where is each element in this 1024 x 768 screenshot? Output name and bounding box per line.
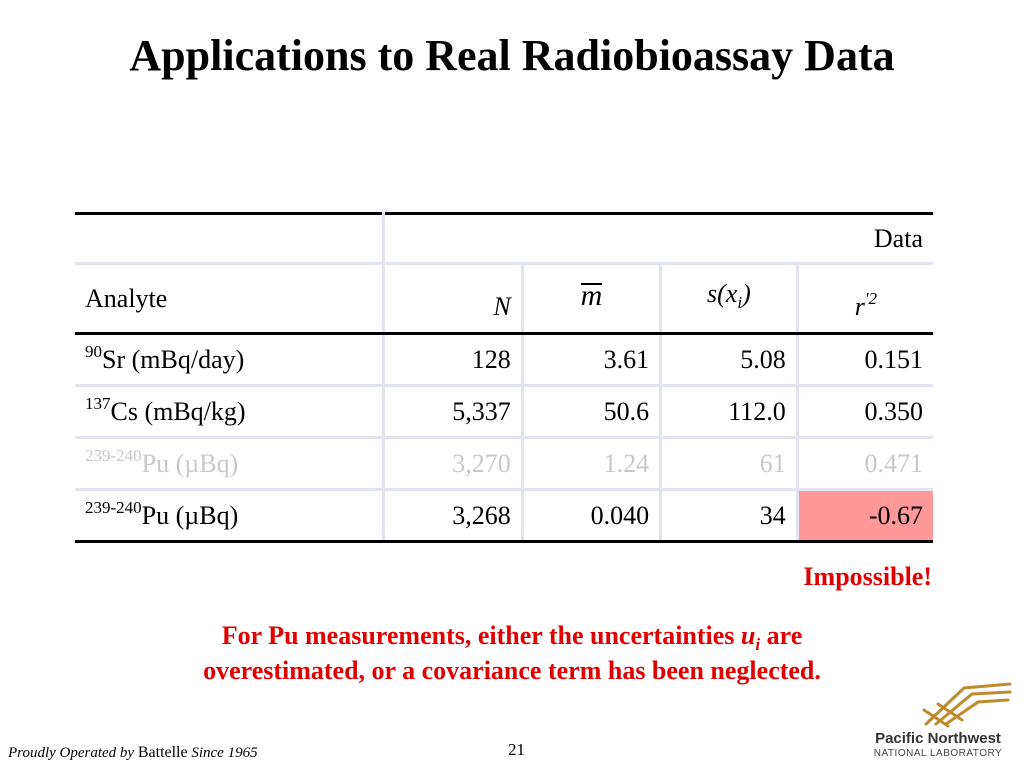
stdev-cell: 5.08 [659, 333, 799, 387]
mean-cell: 50.6 [520, 385, 663, 439]
table-header-row: Data [75, 212, 933, 265]
lab-logo-subtitle: NATIONAL LABORATORY [873, 748, 1003, 759]
table-row-pu-faded: 239-240Pu (µBq) 3,270 1.24 61 0.471 [75, 437, 933, 491]
analyte-header: Analyte [75, 263, 386, 335]
analyte-cell: 90Sr (mBq/day) [75, 333, 386, 387]
n-cell: 5,337 [382, 385, 524, 439]
mean-cell: 0.040 [520, 489, 663, 543]
n-cell: 128 [382, 333, 524, 387]
column-header-mean: m [520, 263, 663, 335]
table-row-sr90: 90Sr (mBq/day) 128 3.61 5.08 0.151 [75, 333, 933, 387]
slide-title: Applications to Real Radiobioassay Data [129, 31, 895, 80]
column-header-n: N [382, 263, 524, 335]
table-column-header-row: Analyte N m s(xi) r'2 [75, 263, 933, 335]
mean-cell: 3.61 [520, 333, 663, 387]
page-number: 21 [508, 740, 525, 759]
correlation-cell: 0.151 [795, 333, 933, 387]
correlation-cell: 0.471 [795, 437, 933, 491]
correlation-cell: 0.350 [795, 385, 933, 439]
battelle-brand: Battelle [137, 744, 188, 761]
n-cell: 3,268 [382, 489, 524, 543]
empty-header-cell [75, 212, 386, 265]
table-row-cs137: 137Cs (mBq/kg) 5,337 50.6 112.0 0.350 [75, 385, 933, 439]
lab-logo-icon [922, 682, 1012, 728]
analyte-cell: 239-240Pu (µBq) [75, 489, 386, 543]
analyte-cell: 239-240Pu (µBq) [75, 437, 386, 491]
operator-credit: Proudly Operated by Battelle Since 1965 [8, 744, 258, 761]
mean-cell: 1.24 [520, 437, 663, 491]
lab-logo: Pacific Northwest NATIONAL LABORATORY [858, 680, 1018, 766]
n-cell: 3,270 [382, 437, 524, 491]
correlation-cell-highlighted: -0.67 [795, 489, 933, 543]
analyte-cell: 137Cs (mBq/kg) [75, 385, 386, 439]
lab-logo-name: Pacific Northwest [875, 730, 1001, 747]
column-header-stdev: s(xi) [659, 263, 799, 335]
stdev-cell: 112.0 [659, 385, 799, 439]
data-group-header: Data [382, 212, 933, 265]
data-table: Data Analyte N m s(xi) r'2 90Sr (mBq/day… [75, 212, 933, 543]
stdev-cell: 61 [659, 437, 799, 491]
table-row-pu: 239-240Pu (µBq) 3,268 0.040 34 -0.67 [75, 489, 933, 543]
stdev-cell: 34 [659, 489, 799, 543]
footnote: For Pu measurements, either the uncertai… [203, 621, 821, 686]
column-header-correlation: r'2 [795, 263, 933, 335]
impossible-callout: Impossible! [803, 562, 932, 591]
